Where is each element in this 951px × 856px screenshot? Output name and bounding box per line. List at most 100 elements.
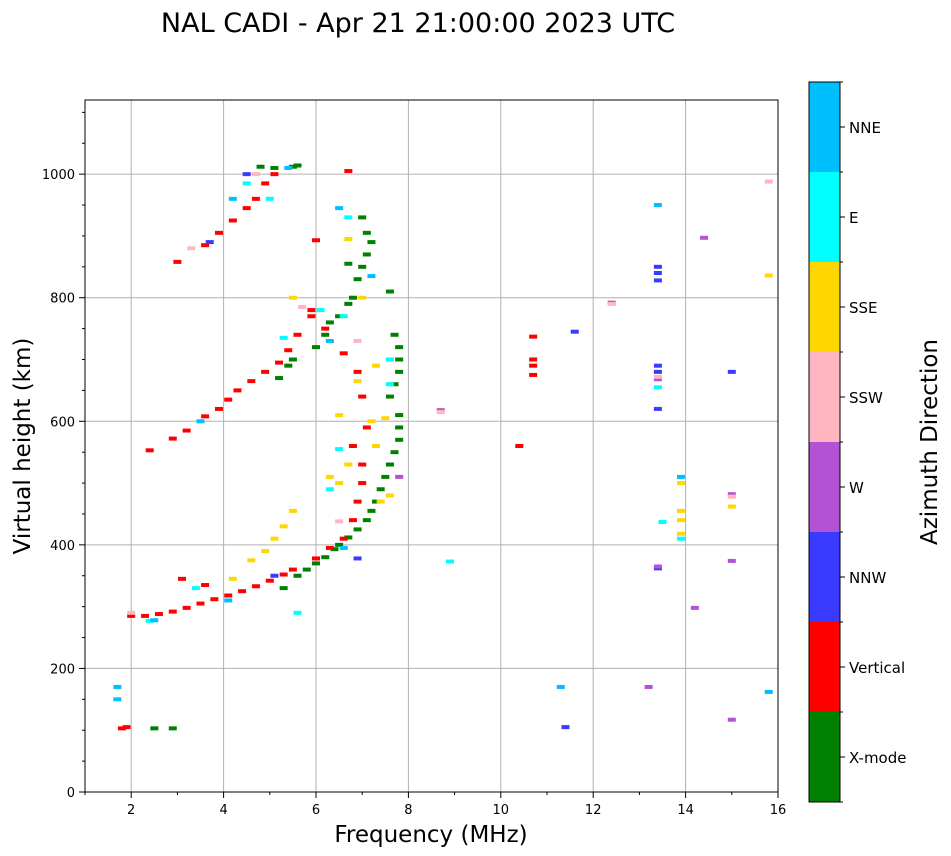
data-point-sse [372, 444, 381, 448]
colorbar-segment [809, 712, 840, 802]
data-point-x-mode [358, 264, 367, 269]
data-point-nne [367, 274, 376, 279]
y-tick-label: 0 [67, 786, 75, 801]
y-tick-label: 200 [50, 662, 75, 677]
data-point-vertical [529, 363, 538, 368]
data-point-x-mode [362, 252, 371, 257]
data-point-vertical [293, 332, 302, 337]
data-point-sse [288, 508, 297, 513]
colorbar-segment [809, 442, 840, 532]
data-point-vertical [233, 388, 242, 393]
data-point-nne [556, 684, 565, 689]
data-point-vertical [251, 196, 260, 201]
data-point-vertical [242, 206, 251, 211]
data-point-nne [284, 165, 293, 170]
data-point-x-mode [293, 163, 302, 168]
data-point-vertical [358, 462, 367, 467]
data-point-nnw [570, 329, 579, 334]
data-point-x-mode [395, 369, 404, 374]
data-point-vertical [173, 259, 182, 264]
colorbar-tick-label: NNE [849, 119, 881, 137]
data-point-e [385, 382, 394, 387]
data-point-x-mode [275, 376, 284, 381]
colorbar-segment [809, 262, 840, 352]
data-point-sse [676, 518, 685, 523]
data-point-nne [113, 684, 122, 689]
data-point-ssw [335, 519, 344, 524]
data-point-nnw [653, 264, 662, 269]
data-point-nnw [561, 725, 570, 730]
data-point-sse [676, 531, 685, 536]
chart-title: NAL CADI - Apr 21 21:00:00 2023 UTC [161, 8, 675, 39]
data-point-sse [288, 295, 297, 300]
data-point-vertical [228, 218, 237, 223]
data-point-e [653, 385, 662, 390]
data-point-sse [676, 508, 685, 513]
data-point-vertical [358, 481, 367, 486]
data-point-vertical [117, 726, 126, 731]
data-point-vertical [182, 428, 191, 433]
data-point-vertical [182, 605, 191, 610]
data-point-vertical [515, 444, 524, 448]
colorbar-label: Azimuth Direction [917, 339, 943, 545]
data-point-vertical [344, 169, 353, 174]
data-point-x-mode [293, 573, 302, 578]
data-point-nne [113, 697, 122, 702]
data-point-e [242, 181, 251, 186]
data-point-ssw [653, 374, 662, 379]
colorbar-tick-label: X-mode [849, 749, 906, 767]
data-point-nnw [653, 406, 662, 411]
data-point-x-mode [381, 474, 390, 479]
data-point-vertical [168, 436, 177, 441]
data-point-x-mode [367, 508, 376, 513]
data-point-x-mode [335, 314, 344, 319]
data-point-nnw [353, 556, 362, 561]
data-point-vertical [339, 351, 348, 356]
data-point-vertical [178, 576, 187, 581]
data-point-ssw [353, 338, 362, 343]
data-point-nne [339, 545, 348, 550]
data-point-vertical [362, 425, 371, 430]
data-point-ssw [251, 172, 260, 177]
data-point-vertical [214, 230, 223, 235]
data-point-x-mode [395, 357, 404, 362]
data-point-ssw [127, 610, 136, 615]
data-point-e [445, 559, 454, 564]
data-point-x-mode [168, 726, 177, 731]
colorbar-segment [809, 352, 840, 442]
data-point-vertical [279, 572, 288, 577]
data-point-vertical [529, 357, 538, 362]
data-point-x-mode [362, 230, 371, 235]
data-point-x-mode [302, 567, 311, 572]
data-point-x-mode [395, 345, 404, 350]
data-point-vertical [288, 567, 297, 572]
data-point-sse [325, 474, 334, 479]
data-point-vertical [339, 536, 348, 541]
data-point-e [325, 487, 334, 492]
data-point-e [279, 335, 288, 340]
data-point-x-mode [284, 363, 293, 368]
x-tick-label: 10 [493, 803, 510, 818]
colorbar-tick-label: W [849, 479, 864, 497]
data-point-x-mode [395, 413, 404, 418]
data-point-e [191, 586, 200, 591]
data-point-e [335, 447, 344, 452]
data-point-nnw [242, 172, 251, 177]
x-tick-label: 14 [677, 803, 694, 818]
data-point-x-mode [390, 450, 399, 455]
data-point-nnw [653, 369, 662, 374]
data-point-w [690, 605, 699, 610]
data-point-ssw [727, 494, 736, 499]
data-point-x-mode [288, 164, 297, 169]
data-point-w [727, 717, 736, 722]
data-point-sse [279, 524, 288, 529]
colorbar-segment [809, 82, 840, 172]
x-axis-label: Frequency (MHz) [334, 822, 527, 848]
data-point-nnw [727, 369, 736, 374]
data-point-x-mode [376, 487, 385, 492]
data-point-vertical [307, 314, 316, 319]
data-point-ssw [187, 246, 196, 251]
data-point-vertical [210, 597, 219, 602]
data-point-nnw [653, 278, 662, 283]
data-point-sse [727, 504, 736, 509]
